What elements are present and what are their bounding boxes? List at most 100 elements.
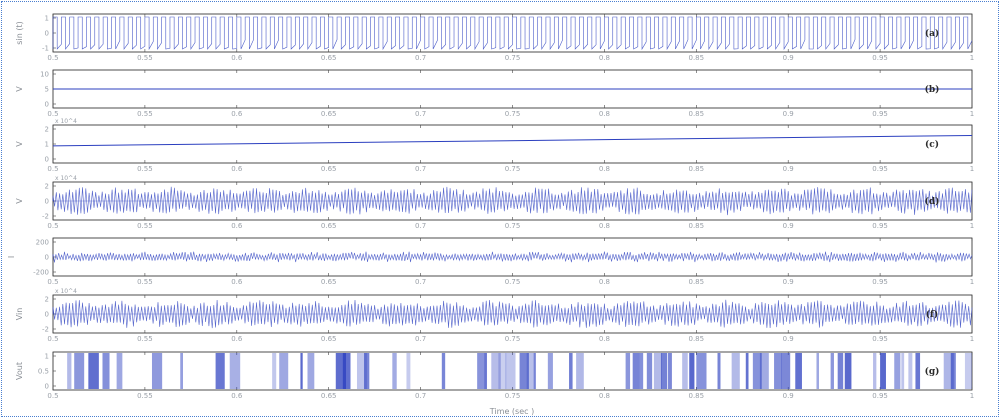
y-tick-label: 2 [45,296,49,304]
y-axis-label: Vout [15,362,24,380]
x-tick-label: 0.9 [783,110,794,118]
x-tick-label: 0.85 [689,110,705,118]
pulse-bar [717,353,721,389]
x-tick-label: 0.85 [689,165,705,173]
pulse-bar [406,353,411,389]
x-tick-label: 1 [970,165,974,173]
pulse-bar [229,353,241,389]
axis-multiplier: x 10^4 [55,118,77,125]
y-tick-label: 0 [45,156,49,164]
y-tick-label: 10 [40,71,49,79]
y-tick-label: 200 [36,239,49,247]
y-axis-label: V [15,198,24,204]
pulse-bar [151,353,163,389]
y-tick-label: 2 [45,183,49,191]
pulse-bar [625,353,631,389]
pulse-bar [272,353,277,389]
pulse-bar [915,353,921,389]
pulse-bar [392,353,397,389]
x-tick-label: 0.7 [415,222,426,230]
x-tick-label: 0.75 [505,54,521,62]
pulse-bar [830,353,834,389]
y-tick-label: 0 [45,311,49,319]
x-tick-label: 0.65 [321,54,337,62]
x-tick-label: 0.75 [505,222,521,230]
pulse-bar [67,353,72,389]
x-tick-label: 0.6 [231,54,243,62]
x-tick-label: 0.95 [872,335,888,343]
pulse-bar [441,353,446,389]
y-axis-label: V [15,141,24,147]
x-tick-label: 1 [970,278,974,286]
x-tick-label: 0.75 [505,335,521,343]
x-tick-label: 0.55 [137,165,153,173]
x-tick-label: 1 [970,54,974,62]
series-line [52,16,973,51]
pulse-bar [880,353,886,389]
panel-2: 0.5 0.55 0.6 0.65 0.7 0.75 0.8 0.85 0.9 0.95 1 10 5 0… [15,69,974,118]
pulse-bar [335,353,346,389]
x-tick-label: 1 [970,335,974,343]
x-tick-label: 0.8 [599,222,610,230]
x-tick-label: 0.85 [689,222,705,230]
pulse-bar [300,353,303,389]
y-tick-label: 2 [45,126,49,134]
x-tick-label: 0.95 [872,222,888,230]
x-tick-label: 0.8 [599,110,610,118]
pulse-bar [279,353,289,389]
pulse-bar [74,353,85,389]
x-tick-label: 0.95 [872,392,888,400]
pulse-bar [215,353,225,389]
y-tick-label: 0 [45,101,49,109]
x-tick-label: 0.75 [505,110,521,118]
pulse-bar [526,353,535,389]
panel-label: (f) [926,309,938,320]
pulse-bar [498,353,507,389]
y-tick-label: 1 [45,141,49,149]
y-tick-label: 5 [45,86,49,94]
x-tick-label: 0.95 [872,278,888,286]
x-tick-label: 0.65 [321,392,337,400]
pulse-bar [795,353,802,389]
x-tick-label: 0.6 [231,278,243,286]
pulse-bar [781,353,791,389]
pulse-bar [844,353,852,389]
x-tick-label: 1 [970,110,974,118]
y-tick-label: -2 [42,326,49,334]
pulse-bar [342,353,351,389]
x-tick-label: 0.5 [47,165,58,173]
x-tick-label: 0.6 [231,392,243,400]
y-tick-label: -200 [33,269,49,277]
y-tick-label: 1 [45,353,49,361]
pulse-bar [901,353,905,389]
x-tick-label: 0.6 [231,110,243,118]
pulse-bar [646,353,653,389]
panel-4: 0.5 0.55 0.6 0.65 0.7 0.75 0.8 0.85 0.9 0.95 1 2 0 -2… [15,175,974,230]
x-tick-label: 0.5 [47,335,58,343]
panel-3: 0.5 0.55 0.6 0.65 0.7 0.75 0.8 0.85 0.9 0.95 1 2 1 0 V… [15,118,974,173]
pulse-bar [943,353,954,389]
pulse-bar [356,353,367,389]
x-tick-label: 0.7 [415,110,426,118]
x-axis-label: Time (sec ) [489,407,534,416]
pulse-bar [505,353,516,389]
pulse-bar [639,353,644,389]
x-tick-label: 0.95 [872,54,888,62]
x-tick-label: 0.9 [783,222,794,230]
x-tick-label: 0.85 [689,278,705,286]
panel-6: 0.5 0.55 0.6 0.65 0.7 0.75 0.8 0.85 0.9 0.95 1 2 0 -2… [15,288,974,343]
pulse-bar [731,353,740,389]
pulse-bar [653,353,662,389]
pulse-bar [477,353,487,389]
pulse-bar [837,353,844,389]
pulse-bar [894,353,901,389]
pulse-bar [484,353,488,389]
x-tick-label: 0.95 [872,110,888,118]
y-axis-label: V [15,86,24,92]
pulse-bar [873,353,877,389]
x-tick-label: 0.55 [137,222,153,230]
pulse-bar [576,353,584,389]
pulse-bar [668,353,672,389]
x-tick-label: 0.5 [47,392,58,400]
